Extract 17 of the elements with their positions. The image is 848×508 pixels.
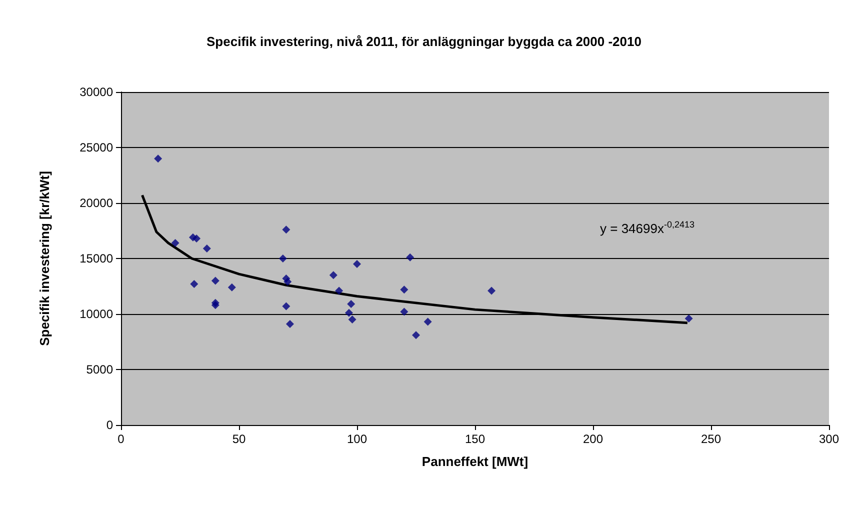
y-tick-label: 30000	[80, 85, 114, 99]
x-tick-label: 300	[818, 432, 840, 446]
x-tick-label: 200	[582, 432, 604, 446]
y-tick-label: 10000	[80, 307, 114, 321]
y-tick-label: 5000	[86, 362, 114, 376]
y-tick-label: 20000	[80, 196, 114, 210]
x-axis-title: Panneffekt [MWt]	[422, 454, 528, 469]
y-tick-label: 15000	[80, 252, 114, 266]
x-tick-label: 50	[232, 432, 246, 446]
x-tick-label: 250	[700, 432, 722, 446]
y-axis-title: Specifik investering [kr/kWt]	[37, 171, 52, 346]
y-tick-label: 25000	[80, 140, 114, 154]
y-tick-label: 0	[106, 418, 114, 432]
chart-title: Specifik investering, nivå 2011, för anläggningar byggda ca 2000 -2010	[206, 34, 642, 49]
x-tick-label: 0	[118, 432, 125, 446]
x-tick-label: 150	[464, 432, 486, 446]
x-tick-label: 100	[346, 432, 368, 446]
